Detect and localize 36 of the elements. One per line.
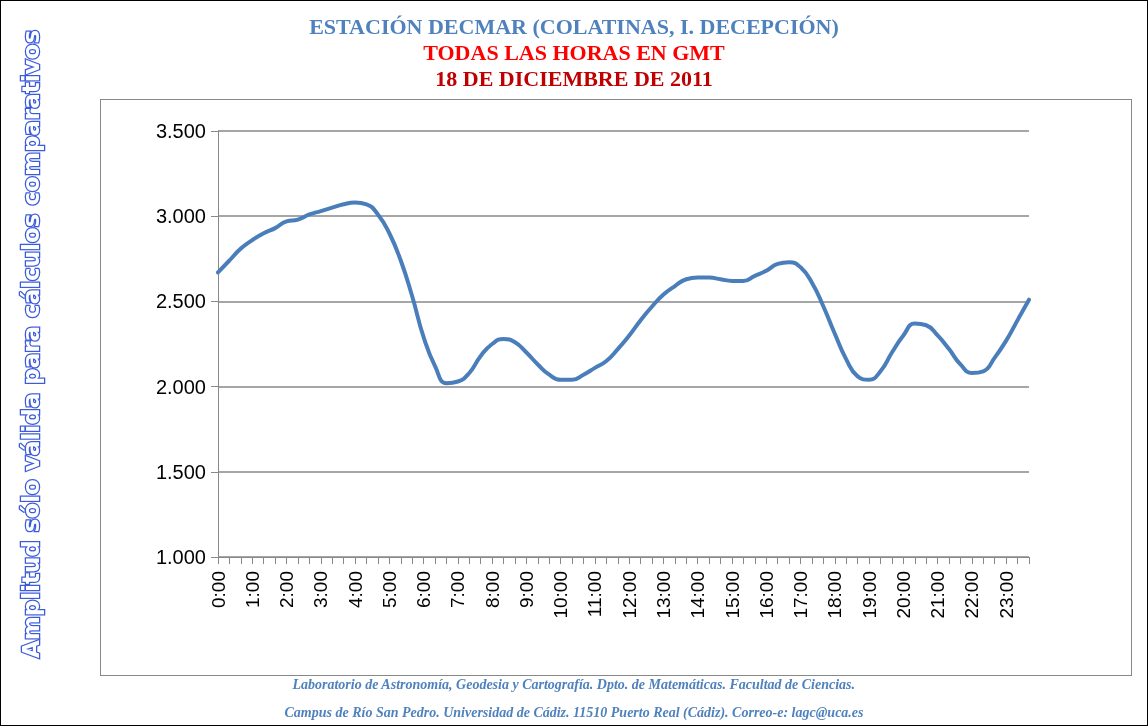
y-tick-label: 1.500 <box>155 460 206 483</box>
chart-subtitle: TODAS LAS HORAS EN GMT <box>423 39 726 65</box>
y-tick-label: 2.000 <box>155 375 206 398</box>
x-tick-label: 23:00 <box>995 571 1017 619</box>
x-tick-label: 9:00 <box>515 571 537 608</box>
x-tick-label: 18:00 <box>824 571 846 619</box>
y-tick-label: 3.000 <box>155 205 206 228</box>
x-tick-label: 10:00 <box>550 571 572 619</box>
x-tick-label: 11:00 <box>584 571 606 618</box>
y-tick-label: 2.500 <box>155 290 206 313</box>
y-tick-label: 3.500 <box>155 120 206 142</box>
x-tick-label: 3:00 <box>310 571 332 608</box>
x-tick-label: 6:00 <box>413 571 435 608</box>
text: Campus de Río San Pedro. Universidad de Cádiz. 11510 Puerto Real (Cádiz). Correo-e: lagc@uca.es <box>284 704 865 721</box>
x-tick-label: 15:00 <box>721 571 743 619</box>
text: 18 DE DICIEMBRE DE 2011 <box>435 65 713 91</box>
x-tick-label: 16:00 <box>755 571 777 619</box>
text: Laboratorio de Astronomía, Geodesia y Cartografía. Dpto. de Matemáticas. Facultad de Ciencias. <box>291 676 856 692</box>
x-tick-label: 8:00 <box>481 571 503 608</box>
x-tick-label: 13:00 <box>652 571 674 619</box>
x-tick-label: 14:00 <box>687 571 709 619</box>
y-tick-label: 1.000 <box>155 546 206 568</box>
x-tick-label: 19:00 <box>858 571 880 619</box>
x-tick-label: 7:00 <box>447 571 469 608</box>
x-tick-label: 20:00 <box>892 571 914 619</box>
x-tick-label: 1:00 <box>241 571 263 608</box>
x-tick-label: 5:00 <box>378 571 400 608</box>
x-tick-label: 22:00 <box>961 571 983 619</box>
x-tick-label: 4:00 <box>344 571 366 608</box>
x-tick-label: 17:00 <box>790 571 812 619</box>
chart-title: ESTACIÓN DECMAR (COLATINAS, I. DECEPCIÓN) <box>309 13 839 39</box>
x-tick-label: 12:00 <box>618 571 640 619</box>
y-axis-title: Amplitud sólo válida para cálculos comparativos <box>17 29 44 659</box>
x-tick-label: 0:00 <box>207 571 229 608</box>
x-tick-label: 2:00 <box>276 571 298 608</box>
x-tick-label: 21:00 <box>927 571 949 619</box>
